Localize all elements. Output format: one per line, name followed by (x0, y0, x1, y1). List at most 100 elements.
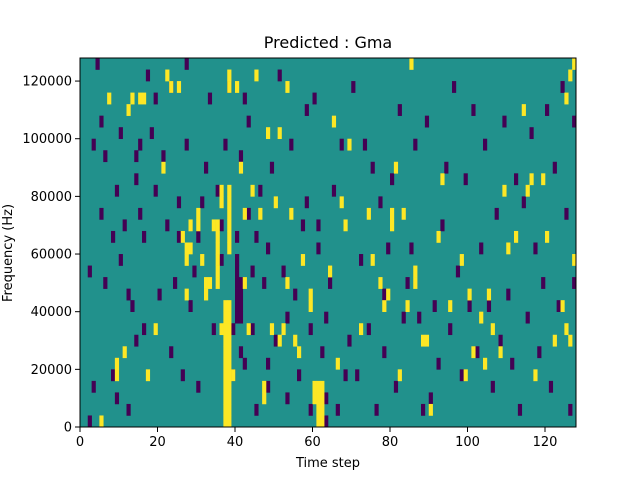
heatmap-cell-low (390, 173, 395, 186)
heatmap-cell-low (99, 115, 104, 128)
y-axis: 0 20000 40000 60000 80000 100000 120000 (22, 75, 80, 436)
heatmap-cell-high (219, 196, 224, 209)
heatmap-cell-low (254, 403, 259, 416)
heatmap-cell-low (463, 173, 468, 186)
y-tick-label: 100000 (22, 132, 72, 147)
heatmap-cell-low (142, 323, 147, 336)
x-tick-label: 60 (304, 435, 321, 450)
heatmap-cell-low (91, 380, 96, 393)
heatmap-cell-low (192, 265, 197, 278)
heatmap-cell-low (293, 288, 298, 301)
heatmap-cell-high (138, 92, 143, 105)
heatmap-cell-low (180, 369, 185, 382)
heatmap-cell-high (165, 69, 170, 82)
heatmap-cell-low (235, 311, 240, 324)
heatmap-cell-low (99, 207, 104, 220)
heatmap-cell-low (564, 207, 569, 220)
heatmap-cell-high (227, 300, 232, 312)
heatmap-cell-high (184, 288, 189, 301)
heatmap-cell-high (366, 207, 371, 220)
heatmap-cell-high (126, 104, 131, 116)
heatmap-cell-high (227, 184, 232, 197)
heatmap-cell-high (297, 346, 302, 359)
heatmap-cell-high (560, 300, 565, 312)
heatmap-cell-low (145, 69, 151, 82)
heatmap-cell-high (227, 230, 232, 243)
heatmap-cell-low (374, 403, 379, 416)
heatmap-cell-low (130, 300, 135, 312)
heatmap-cell-low (393, 380, 399, 393)
heatmap-cell-low (200, 196, 205, 209)
heatmap-cell-high (386, 288, 391, 301)
y-tick-label: 0 (64, 421, 72, 436)
heatmap-cell-low (417, 311, 422, 324)
heatmap-cell-low (560, 81, 565, 93)
heatmap-cell-low (448, 323, 453, 336)
heatmap-cell-high (572, 58, 577, 70)
heatmap-cell-high (320, 415, 325, 428)
heatmap-cell-low (382, 288, 387, 301)
heatmap-cell-low (452, 81, 457, 93)
heatmap-cell-low (262, 277, 267, 289)
heatmap-cell-high (204, 288, 209, 301)
heatmap-cell-high (277, 334, 282, 347)
heatmap-cell-high (223, 415, 228, 428)
heatmap-cell-low (548, 380, 554, 393)
heatmap-cell-low (335, 403, 340, 416)
heatmap-cell-low (219, 254, 224, 266)
heatmap-cell-low (165, 219, 170, 232)
heatmap-cell-high (564, 323, 569, 336)
heatmap-cell-low (184, 58, 189, 70)
heatmap-cell-high (421, 334, 426, 347)
heatmap-cell-high (227, 242, 232, 255)
heatmap-cell-low (483, 138, 488, 151)
heatmap-cell-low (556, 300, 561, 312)
heatmap-cell-low (204, 161, 209, 174)
heatmap-cell-high (448, 300, 453, 312)
heatmap-cell-low (196, 230, 201, 243)
heatmap-cell-low (118, 127, 123, 140)
heatmap-cell-low (413, 138, 418, 151)
heatmap-cell-high (506, 242, 511, 255)
heatmap-cell-high (114, 369, 120, 382)
heatmap-cell-high (316, 392, 321, 405)
heatmap-cell-low (455, 265, 461, 278)
heatmap-cell-low (169, 346, 174, 359)
heatmap-cell-high (541, 173, 546, 186)
heatmap-cell-low (541, 277, 546, 289)
plot-frame (79, 57, 577, 428)
heatmap-cell-low (242, 357, 247, 370)
chart-title: Predicted : Gma (264, 33, 392, 52)
heatmap-cell-low (95, 58, 100, 70)
heatmap-cell-high (223, 300, 228, 312)
heatmap-cell-high (258, 207, 263, 220)
heatmap-cell-low (238, 150, 244, 163)
heatmap-cell-low (273, 334, 278, 347)
heatmap-cell-high (262, 392, 267, 405)
heatmap-cell-low (324, 392, 329, 405)
heatmap-cell-low (126, 288, 131, 301)
heatmap-cell-low (297, 369, 302, 382)
heatmap-cell-high (545, 230, 550, 243)
heatmap-cell-low (269, 161, 275, 174)
heatmap-cell-high (343, 219, 348, 232)
heatmap-cell-high (479, 311, 484, 324)
heatmap-cell-high (215, 254, 220, 266)
heatmap-cell-high (390, 219, 395, 232)
heatmap-cell-high (161, 161, 166, 174)
heatmap-cell-low (281, 265, 286, 278)
heatmap-cell-low (370, 161, 375, 174)
heatmap-cell-low (126, 403, 131, 416)
heatmap-cell-high (572, 254, 577, 266)
heatmap-cell-high (227, 334, 232, 347)
heatmap-cell-low (173, 277, 178, 289)
heatmap-cell-high (227, 403, 232, 416)
heatmap-cell-low (300, 219, 306, 232)
heatmap-cell-low (219, 219, 224, 232)
heatmap-cell-high (378, 277, 383, 289)
heatmap-cell-low (312, 92, 317, 105)
heatmap-cell-high (316, 403, 321, 416)
heatmap-cell-high (308, 300, 313, 312)
heatmap-cell-high (196, 219, 201, 232)
heatmap-cell-high (180, 230, 185, 243)
